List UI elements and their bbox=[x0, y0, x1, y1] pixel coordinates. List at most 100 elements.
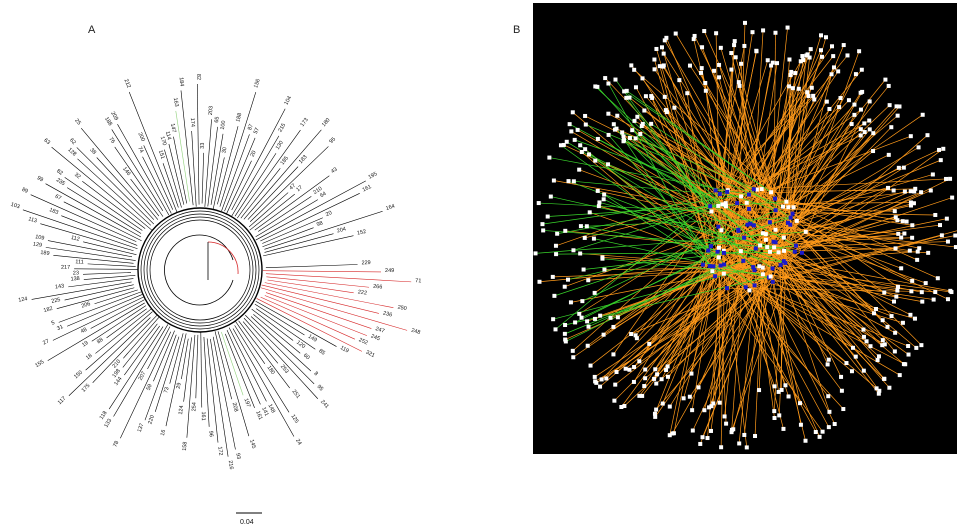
outer-node bbox=[742, 432, 747, 437]
tree-leaf-label: 19 bbox=[81, 340, 89, 348]
outer-node bbox=[712, 68, 717, 73]
tree-branch bbox=[263, 235, 354, 257]
outer-node bbox=[796, 86, 801, 91]
outer-node bbox=[649, 94, 654, 99]
hub-node-blue bbox=[722, 262, 727, 267]
orange-edge bbox=[711, 211, 830, 428]
tree-leaf-label: 266 bbox=[373, 284, 383, 291]
hub-node-white bbox=[721, 248, 726, 253]
hub-node-white bbox=[738, 249, 743, 254]
orange-edge bbox=[693, 39, 739, 230]
tree-leaf-label: 210 bbox=[312, 186, 323, 196]
outer-node bbox=[624, 95, 629, 100]
outer-node bbox=[883, 77, 888, 82]
orange-edge bbox=[778, 252, 875, 314]
outer-node bbox=[876, 354, 881, 359]
outer-node bbox=[897, 373, 902, 378]
outer-node bbox=[568, 300, 573, 305]
tree-branch bbox=[236, 129, 301, 219]
outer-node bbox=[897, 104, 902, 109]
outer-node bbox=[920, 112, 925, 117]
outer-node bbox=[926, 250, 931, 255]
tree-branch bbox=[243, 317, 319, 399]
tree-leaf-label: 180 bbox=[321, 117, 332, 128]
outer-node bbox=[573, 320, 578, 325]
outer-node bbox=[652, 411, 657, 416]
orange-edge bbox=[753, 30, 764, 190]
hub-node-white bbox=[719, 228, 724, 233]
tree-leaf-label: 203 bbox=[208, 106, 215, 116]
tree-leaf-label: 87 bbox=[247, 123, 255, 131]
tree-branch bbox=[221, 134, 250, 212]
outer-node bbox=[563, 228, 568, 233]
tree-branch bbox=[47, 302, 145, 361]
tree-branch bbox=[248, 192, 289, 228]
tree-branch bbox=[108, 326, 164, 410]
outer-node bbox=[667, 404, 672, 409]
tree-branch bbox=[83, 272, 132, 275]
orange-edge bbox=[718, 64, 776, 243]
outer-node bbox=[593, 379, 598, 384]
outer-node bbox=[606, 132, 611, 137]
outer-node bbox=[850, 345, 855, 350]
tree-leaf-label: 210 bbox=[112, 359, 123, 370]
tree-branch bbox=[226, 160, 252, 214]
tree-leaf-label: 222 bbox=[357, 289, 367, 296]
outer-node bbox=[899, 235, 904, 240]
outer-node bbox=[699, 70, 704, 75]
tree-branch bbox=[68, 317, 151, 396]
green-edge bbox=[581, 250, 724, 318]
outer-node bbox=[761, 28, 766, 33]
orange-edge bbox=[710, 245, 877, 389]
green-edge bbox=[582, 209, 776, 302]
outer-node bbox=[577, 311, 582, 316]
tree-branch bbox=[31, 281, 132, 300]
orange-edge bbox=[725, 55, 848, 204]
outer-node bbox=[930, 172, 935, 177]
orange-edge bbox=[655, 276, 771, 410]
orange-edge bbox=[629, 97, 789, 224]
tree-leaf-label: 150 bbox=[73, 370, 84, 381]
tree-leaf-label: 245 bbox=[370, 333, 381, 342]
orange-edge bbox=[770, 123, 865, 193]
tree-leaf-label: 173 bbox=[300, 117, 310, 128]
orange-edge bbox=[762, 235, 956, 275]
orange-edge bbox=[775, 209, 885, 293]
orange-edge bbox=[623, 139, 727, 207]
hub-node-blue bbox=[725, 189, 730, 194]
tree-branch bbox=[61, 215, 138, 246]
tree-branch bbox=[251, 308, 294, 341]
outer-node bbox=[742, 20, 747, 25]
tree-branch bbox=[238, 320, 290, 389]
tree-leaf-label: 32 bbox=[73, 172, 82, 180]
outer-node bbox=[565, 277, 570, 282]
orange-edge bbox=[616, 128, 794, 208]
tree-branch bbox=[40, 223, 134, 252]
tree-branch bbox=[247, 166, 299, 220]
outer-node bbox=[665, 374, 670, 379]
orange-edge bbox=[718, 247, 951, 292]
tree-branch bbox=[212, 157, 225, 210]
hub-node-white bbox=[763, 237, 768, 242]
tree-core bbox=[137, 207, 263, 333]
tree-branch bbox=[83, 241, 137, 255]
outer-node bbox=[562, 284, 567, 289]
green-edge bbox=[595, 86, 723, 205]
orange-edge bbox=[662, 66, 786, 264]
outer-node bbox=[787, 57, 792, 62]
orange-edge bbox=[775, 37, 827, 211]
hub-node-blue bbox=[708, 244, 713, 249]
outer-node bbox=[587, 152, 592, 157]
orange-edge bbox=[762, 88, 800, 275]
tree-branch bbox=[262, 217, 323, 244]
outer-node bbox=[634, 336, 639, 341]
outer-node bbox=[687, 63, 692, 68]
tree-branch bbox=[64, 284, 134, 301]
outer-node bbox=[649, 121, 654, 126]
tree-leaf-label: 128 bbox=[66, 147, 77, 158]
orange-edge bbox=[754, 274, 764, 437]
hub-node-white bbox=[744, 200, 749, 205]
hub-node-white bbox=[803, 229, 808, 234]
outer-node bbox=[689, 371, 694, 376]
outer-node bbox=[606, 162, 611, 167]
